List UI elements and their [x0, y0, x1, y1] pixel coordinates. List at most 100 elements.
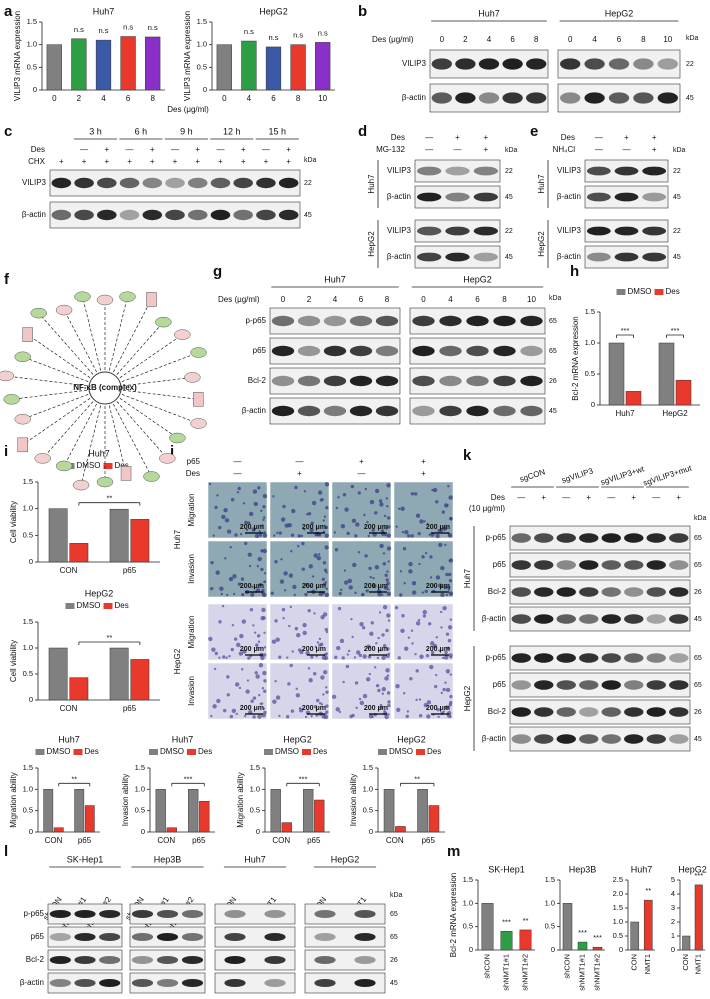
cell [382, 604, 388, 610]
band [534, 653, 554, 663]
y-tick-label: 0.5 [197, 62, 207, 71]
cell [344, 507, 349, 512]
y-tick-label: 0 [29, 557, 33, 566]
cell-label: Huh7 [173, 529, 182, 549]
hub [88, 371, 122, 405]
y-axis-label: Bcl-2 mRNA expression [449, 873, 458, 957]
bar [109, 647, 129, 701]
edge [42, 401, 94, 459]
cell [270, 591, 274, 595]
bar [315, 42, 331, 91]
treatment-mark: + [218, 157, 223, 166]
cell [359, 700, 365, 706]
y-axis-label: VILIP3 mRNA expression [13, 11, 22, 101]
kda-label: 45 [505, 194, 513, 201]
treatment-mark: + [541, 493, 546, 502]
band [579, 653, 599, 663]
band [642, 226, 667, 236]
scale-label: 200 μm [364, 705, 388, 712]
y-tick-label: 0.5 [27, 62, 37, 71]
band [233, 209, 253, 221]
cell [440, 691, 444, 695]
legend-swatch [65, 603, 75, 609]
y-axis-label: Migration ability [9, 772, 18, 828]
cell [422, 614, 427, 618]
cell [374, 488, 380, 494]
cell [212, 704, 217, 709]
cell [447, 585, 451, 590]
cell [260, 615, 265, 621]
protein-label: β-actin [557, 192, 581, 201]
protein-label: β-actin [242, 406, 266, 415]
cell [317, 553, 321, 556]
cell [445, 632, 450, 636]
cell [263, 679, 267, 683]
cell [302, 622, 307, 628]
cell [423, 702, 429, 708]
edge [5, 375, 88, 387]
protein-label: VILIP3 [387, 166, 412, 175]
node [34, 453, 51, 464]
chart-title: Huh7 [172, 734, 194, 744]
protein-label: p-p65 [246, 316, 267, 325]
blot-frame [214, 972, 296, 994]
cell [281, 607, 286, 612]
significance: *** [671, 326, 680, 335]
cell [306, 512, 309, 516]
bar [48, 508, 68, 563]
lane-label: 6 [359, 295, 364, 304]
cell [324, 592, 330, 598]
band [187, 177, 208, 189]
band [99, 979, 121, 987]
blot-frame [214, 926, 296, 948]
kda-title: kDa [549, 295, 562, 302]
band [646, 707, 666, 717]
treatment-mark: + [104, 145, 109, 154]
cell [372, 583, 377, 589]
cell [357, 491, 361, 495]
kda-label: 45 [686, 95, 694, 102]
band [271, 345, 295, 357]
kda-label: 45 [694, 616, 702, 623]
treatment-mark: + [421, 469, 426, 478]
band [584, 92, 605, 104]
band [412, 345, 435, 357]
cell [411, 642, 414, 645]
chart-title: HepG2 [283, 734, 312, 744]
cell [296, 633, 301, 638]
band [473, 166, 499, 176]
band [297, 345, 321, 357]
band [473, 192, 499, 202]
x-axis-label: Des (μg/ml) [167, 105, 209, 114]
cell [233, 637, 238, 641]
cell [224, 518, 230, 523]
kda-label: 22 [505, 228, 513, 235]
cell [283, 589, 287, 592]
cell [278, 714, 281, 718]
group-label: Huh7 [324, 274, 346, 284]
cell [300, 534, 304, 538]
blot-frame [414, 159, 501, 183]
cell [208, 636, 213, 642]
band [156, 979, 179, 987]
cell [448, 558, 454, 563]
band [416, 252, 442, 262]
cell [408, 569, 413, 574]
cell [234, 682, 240, 687]
cell [449, 592, 452, 595]
cell [342, 493, 347, 497]
cell [395, 683, 400, 689]
band [278, 209, 299, 221]
band [445, 226, 470, 236]
treatment-mark: + [586, 493, 591, 502]
protein-label: β-actin [482, 614, 506, 623]
cell [263, 572, 267, 575]
node [174, 329, 191, 340]
cell [250, 592, 255, 597]
band [314, 956, 336, 964]
lane-label: 8 [502, 295, 507, 304]
lane-label: 2 [463, 35, 468, 44]
cell [325, 571, 328, 574]
bar [166, 827, 177, 833]
protein-label: Bcl-2 [248, 376, 267, 385]
